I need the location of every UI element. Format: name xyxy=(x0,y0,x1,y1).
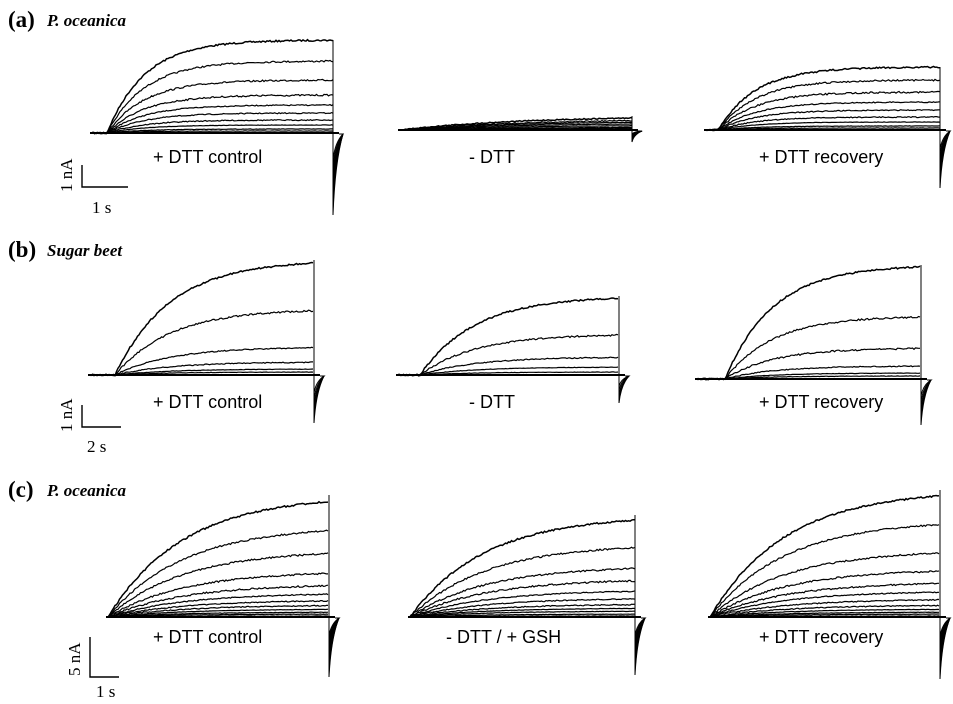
panel-a: (a) P. oceanica + DTT control - DTT + DT… xyxy=(8,7,952,217)
panel-c-scale-bar: 5 nA 1 s xyxy=(65,637,119,701)
panel-b-trace-minus-dtt xyxy=(396,296,631,404)
panel-c-organism: P. oceanica xyxy=(46,481,127,500)
panel-b-trace-recovery xyxy=(695,265,933,426)
panel-c-trace-recovery xyxy=(708,490,952,680)
panel-a-trace-minus-dtt xyxy=(398,116,643,143)
panel-c-trace-minus-dtt-plus-gsh xyxy=(408,515,647,676)
panel-a-caption-recovery: + DTT recovery xyxy=(759,147,883,167)
panel-b-label: (b) xyxy=(8,237,36,262)
panel-c-trace-control xyxy=(106,495,341,678)
panel-c-caption-minus-dtt-plus-gsh: - DTT / + GSH xyxy=(446,627,561,647)
panel-a-scale-current: 1 nA xyxy=(57,158,76,192)
panel-c-caption-control: + DTT control xyxy=(153,627,262,647)
panel-a-organism: P. oceanica xyxy=(46,11,127,30)
panel-b-scale-current: 1 nA xyxy=(57,398,76,432)
panel-b-organism: Sugar beet xyxy=(47,241,123,260)
panel-b-scale-time: 2 s xyxy=(87,437,106,456)
panel-c-caption-recovery: + DTT recovery xyxy=(759,627,883,647)
panel-a-caption-control: + DTT control xyxy=(153,147,262,167)
panel-b-trace-control xyxy=(88,260,326,424)
panel-b: (b) Sugar beet + DTT control - DTT + DTT… xyxy=(8,237,933,456)
panel-a-trace-recovery xyxy=(704,65,952,189)
panel-b-caption-recovery: + DTT recovery xyxy=(759,392,883,412)
panel-a-scale-bar: 1 nA 1 s xyxy=(57,158,128,217)
panel-c-scale-current: 5 nA xyxy=(65,642,84,676)
panel-a-scale-time: 1 s xyxy=(92,198,111,217)
panel-a-label: (a) xyxy=(8,7,35,32)
panel-c: (c) P. oceanica + DTT control - DTT / + … xyxy=(8,477,952,701)
panel-a-trace-control xyxy=(90,38,345,216)
panel-b-caption-control: + DTT control xyxy=(153,392,262,412)
panel-c-scale-time: 1 s xyxy=(96,682,115,701)
panel-b-caption-minus-dtt: - DTT xyxy=(469,392,515,412)
panel-b-scale-bar: 1 nA 2 s xyxy=(57,398,121,456)
panel-a-caption-minus-dtt: - DTT xyxy=(469,147,515,167)
panel-c-label: (c) xyxy=(8,477,34,502)
